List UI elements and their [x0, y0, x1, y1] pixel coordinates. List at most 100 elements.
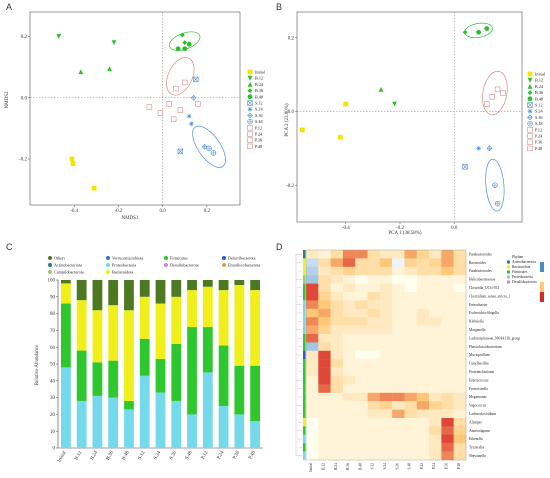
marker-cross: [527, 102, 533, 108]
x-tick-label: B.24: [90, 450, 99, 461]
phylum-tag: [303, 434, 306, 444]
heatmap-cell: [342, 426, 356, 435]
heatmap-cell: [379, 401, 393, 410]
legend-label: Verrucomicrobiota: [112, 256, 144, 261]
data-point: [476, 29, 482, 35]
column-label: P.12: [420, 463, 424, 469]
bar-segment: [218, 345, 229, 406]
marker-cross: [247, 100, 253, 106]
marker-cross: [462, 164, 468, 170]
marker-box: [193, 76, 199, 83]
phylum-tag: [303, 350, 306, 360]
heatmap-cell: [342, 443, 356, 452]
heatmap-cell: [342, 308, 356, 318]
bar-segment: [76, 350, 87, 401]
heatmap-cell: [355, 258, 368, 267]
legend-label: Others: [54, 256, 66, 261]
x-tick-label: P.12: [201, 450, 210, 460]
legend-label: S.24: [535, 109, 543, 114]
heatmap-cell: [355, 384, 368, 393]
heatmap-cell: [355, 342, 368, 351]
heatmap-cell: [330, 266, 344, 276]
legend-label: B.24: [535, 84, 544, 89]
legend-label: Actinobacteriota: [512, 260, 536, 264]
bar-segment: [250, 421, 261, 448]
bar-segment: [60, 280, 71, 284]
heatmap-cell: [429, 367, 442, 377]
x-tick-label: -0.4: [70, 209, 78, 214]
phylum-tag: [303, 443, 306, 452]
heatmap-cell: [318, 376, 331, 385]
heatmap-cell: [330, 376, 344, 385]
heatmap-cell: [416, 434, 430, 444]
heatmap-cell: [416, 266, 430, 276]
legend-dot: [222, 263, 226, 267]
panel-b-letter: B: [276, 2, 282, 12]
data-point: [177, 148, 184, 155]
heatmap-cell: [367, 325, 381, 335]
row-label: Escherichia-Shigella: [469, 311, 499, 315]
column-label: B.12: [321, 463, 325, 470]
color-scale-step: [540, 282, 544, 292]
heatmap-cell: [379, 342, 393, 351]
heatmap-cell: [453, 283, 467, 293]
y-tick-label: 0.2: [21, 35, 28, 40]
marker-plus: [211, 150, 216, 156]
legend-marker: [527, 90, 533, 95]
bar-segment: [76, 280, 87, 301]
legend-dot: [222, 256, 226, 260]
x-tick-label: P.36: [233, 450, 242, 460]
phylum-tag: [303, 451, 306, 460]
phylum-tag: [303, 325, 306, 334]
heatmap-cell: [392, 342, 405, 351]
heatmap-cell: [330, 409, 344, 419]
heatmap-cell: [318, 283, 331, 293]
marker-box: [247, 131, 253, 137]
phylum-tag: [303, 342, 306, 351]
heatmap-cell: [429, 384, 442, 393]
legend-dot: [106, 270, 110, 274]
legend-swatch: [507, 260, 510, 264]
marker-plus: [191, 95, 196, 101]
heatmap-cell: [367, 367, 381, 377]
phylum-tag: [303, 367, 306, 376]
heatmap-cell: [330, 342, 344, 351]
plot-frame: [29, 11, 241, 206]
heatmap-cell: [429, 250, 442, 259]
y-tick-label: 0.0: [288, 110, 295, 115]
heatmap-cell: [404, 283, 417, 293]
bar-segment: [250, 290, 261, 366]
heatmap-cell: [318, 266, 331, 276]
heatmap-cell: [355, 451, 368, 461]
heatmap-cell: [453, 308, 467, 318]
heatmap-cell: [306, 275, 319, 284]
heatmap-cell: [453, 275, 467, 284]
heatmap-cell: [392, 350, 405, 360]
heatmap-cell: [367, 401, 381, 410]
legend-label: Phylum: [512, 255, 523, 259]
x-tick-label: -0.2: [396, 226, 404, 231]
bar-segment: [92, 395, 103, 448]
heatmap-cell: [416, 283, 430, 293]
panel-a-xlabel: NMDS1: [122, 216, 139, 221]
data-point: [486, 145, 493, 152]
heatmap-cell: [355, 434, 368, 444]
legend-dot: [164, 263, 168, 267]
heatmap-cell: [379, 283, 393, 293]
heatmap-cell: [404, 426, 417, 435]
legend-label: Initial: [255, 70, 266, 75]
heatmap-cell: [342, 283, 356, 293]
heatmap-cell: [367, 334, 381, 343]
y-tick-label: 90: [50, 295, 56, 300]
y-tick-label: 70: [50, 329, 56, 334]
heatmap-cell: [392, 376, 405, 385]
bar-segment: [187, 290, 197, 328]
heatmap-cell: [330, 334, 344, 343]
heatmap-cell: [379, 384, 393, 393]
heatmap-cell: [379, 250, 393, 259]
panel-b-ylabel: PCA 2 (23.80%): [285, 103, 290, 137]
heatmap-cell: [392, 275, 405, 284]
marker-box: [484, 101, 490, 107]
heatmap-cell: [416, 443, 430, 452]
heatmap-cell: [429, 426, 442, 435]
